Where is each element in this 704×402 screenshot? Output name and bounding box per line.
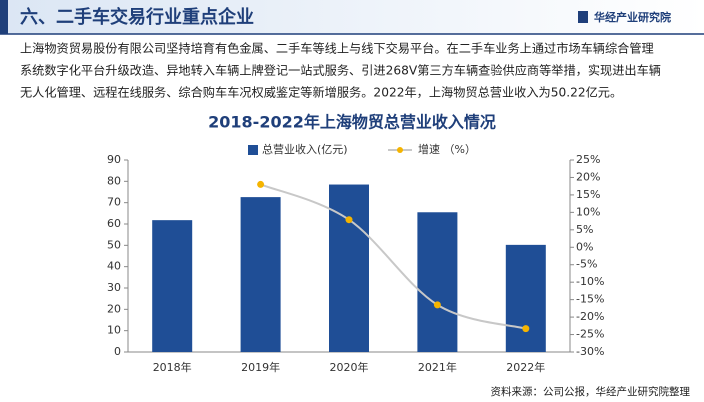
y-tick-label: 70 (107, 196, 121, 209)
x-tick-label: 2021年 (418, 360, 457, 374)
x-tick-label: 2022年 (506, 360, 545, 374)
y2-tick-label: -15% (576, 293, 604, 306)
bar (152, 220, 193, 352)
y-tick-label: 20 (107, 302, 121, 315)
growth-point (345, 216, 353, 224)
legend-dot (397, 147, 403, 153)
y-tick-label: 60 (107, 217, 121, 230)
x-tick-label: 2018年 (153, 360, 192, 374)
y-tick-label: 30 (107, 281, 121, 294)
growth-point (433, 301, 441, 309)
legend-swatch (248, 145, 258, 155)
paragraph-line: 上海物资贸易股份有限公司坚持培育有色金属、二手车等线上与线下交易平台。在二手车业… (20, 41, 654, 56)
x-tick-label: 2020年 (330, 360, 369, 374)
y2-tick-label: 15% (576, 188, 600, 201)
growth-point (522, 325, 530, 333)
y2-tick-label: -30% (576, 345, 604, 358)
y-tick-label: 40 (107, 260, 121, 273)
y2-tick-label: 5% (576, 223, 593, 236)
y-tick-label: 0 (114, 345, 121, 358)
legend-label: 增速 （%） (418, 142, 476, 156)
y2-tick-label: -10% (576, 275, 604, 288)
source: 资料来源：公司公报，华经产业研究院整理 (491, 385, 691, 398)
legend-label: 总营业收入(亿元) (262, 142, 348, 156)
y-tick-label: 80 (107, 174, 121, 187)
paragraph-line: 系统数字化平台升级改造、异地转入车辆上牌登记一站式服务、引进268V第三方车辆查… (20, 63, 661, 78)
chart-title: 2018-2022年上海物贸总营业收入情况 (208, 113, 496, 132)
brand-logo (578, 11, 588, 23)
y2-tick-label: -25% (576, 328, 604, 341)
y2-tick-label: 0% (576, 240, 593, 253)
bar (240, 197, 281, 352)
header-title: 六、二手车交易行业重点企业 (20, 6, 254, 28)
y-tick-label: 10 (107, 324, 121, 337)
paragraph-line: 无人化管理、远程在线服务、综合购车车况权威鉴定等新增服务。2022年，上海物贸总… (20, 85, 622, 100)
growth-point (257, 180, 265, 188)
y2-tick-label: 20% (576, 170, 600, 183)
bar (329, 184, 369, 352)
y2-tick-label: 25% (576, 153, 600, 166)
y2-tick-label: 10% (576, 205, 600, 218)
header-marker (0, 0, 8, 34)
bar (505, 244, 546, 352)
growth-line (260, 183, 527, 330)
x-tick-label: 2019年 (241, 360, 280, 374)
bar (417, 212, 458, 352)
y-tick-label: 90 (107, 153, 121, 166)
brand: 华经产业研究院 (594, 10, 671, 24)
y2-tick-label: -20% (576, 310, 604, 323)
y2-tick-label: -5% (576, 258, 597, 271)
y-tick-label: 50 (107, 238, 121, 251)
